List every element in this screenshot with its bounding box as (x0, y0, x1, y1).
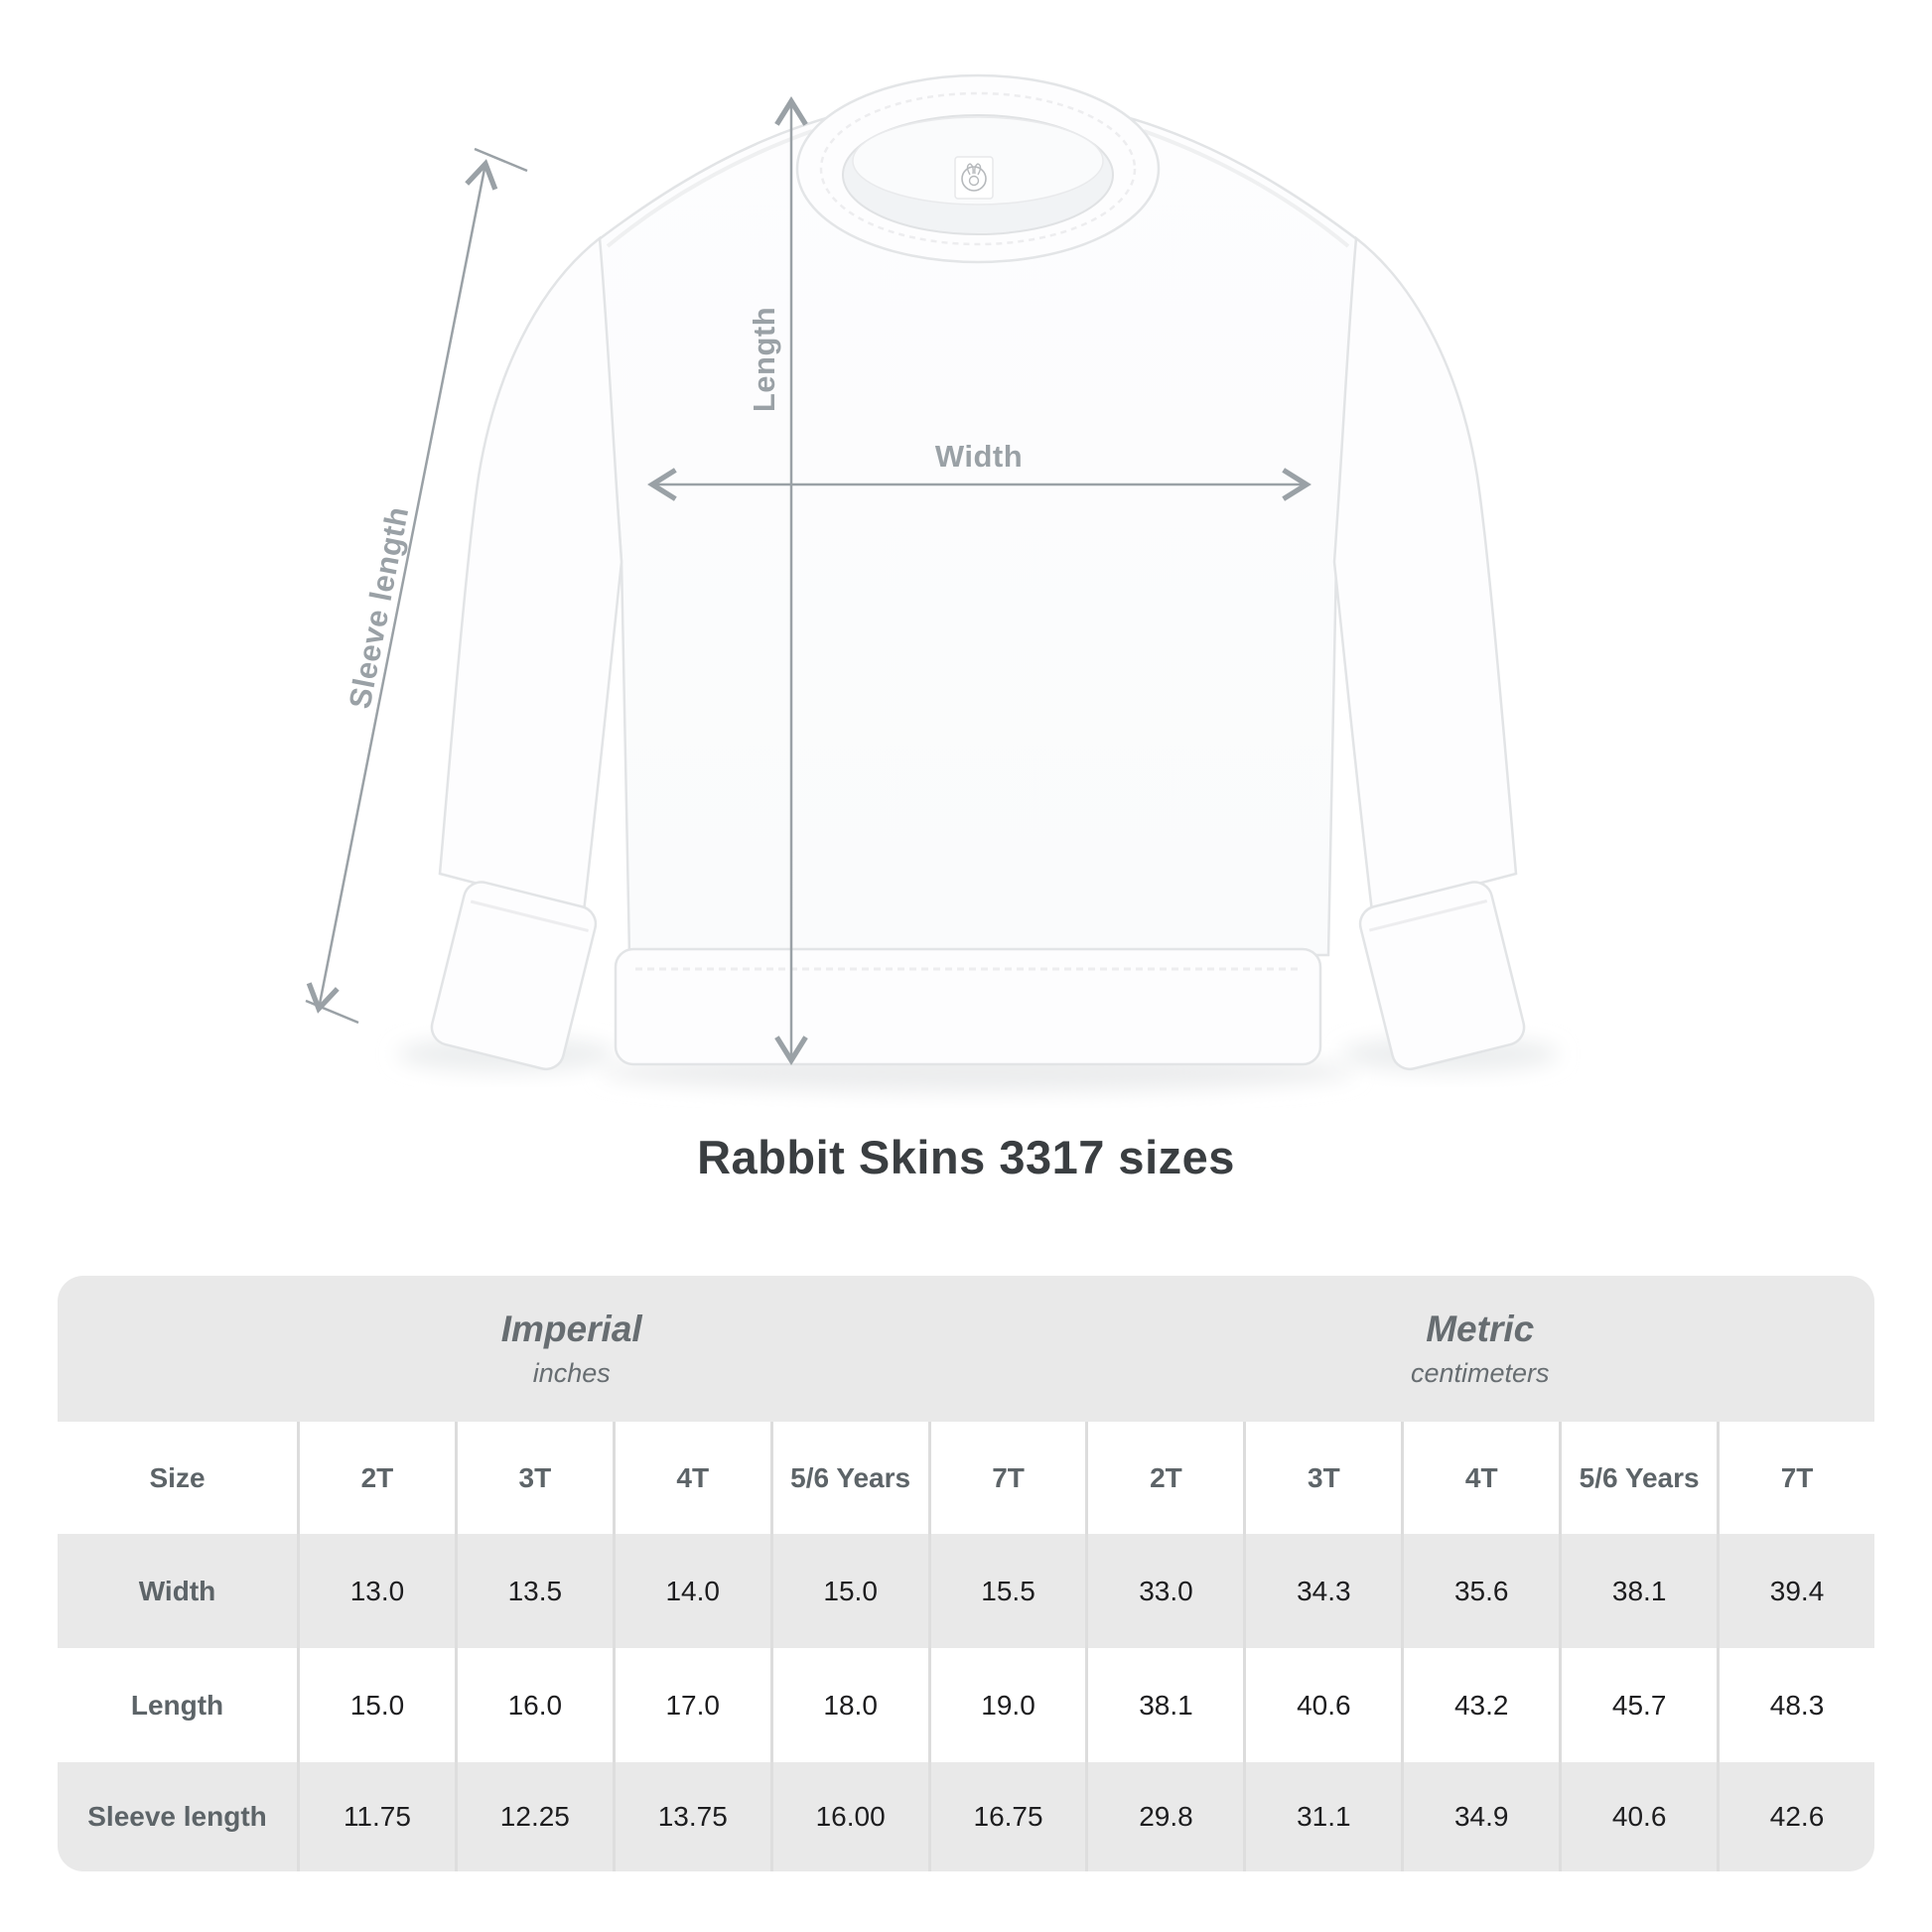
size-table: Imperial inches Metric centimeters Size … (58, 1276, 1874, 1871)
table-cell: 43.2 (1401, 1648, 1560, 1762)
column-header: 7T (927, 1422, 1086, 1534)
column-header: 4T (612, 1422, 770, 1534)
table-cell: 34.9 (1401, 1762, 1560, 1871)
length-label: Length (747, 306, 781, 413)
size-column-header: Size (58, 1422, 297, 1534)
table-cell: 45.7 (1559, 1648, 1718, 1762)
rabbit-logo-icon (961, 166, 987, 192)
metric-unit-header: Metric centimeters (1085, 1276, 1874, 1422)
column-header: 7T (1717, 1422, 1874, 1534)
metric-system-label: Metric (1426, 1309, 1535, 1349)
table-cell: 15.0 (769, 1534, 928, 1648)
table-cell: 38.1 (1085, 1648, 1244, 1762)
table-cell: 15.0 (297, 1648, 455, 1762)
table-cell: 31.1 (1243, 1762, 1402, 1871)
metric-unit-label: centimeters (1410, 1358, 1550, 1388)
table-cell: 16.75 (927, 1762, 1086, 1871)
table-cell: 18.0 (769, 1648, 928, 1762)
column-header: 5/6 Years (1559, 1422, 1718, 1534)
collar-tag (954, 156, 994, 200)
page-title: Rabbit Skins 3317 sizes (697, 1131, 1235, 1183)
table-cell: 15.5 (927, 1534, 1086, 1648)
sleeve-length-tick-bottom (305, 999, 359, 1025)
right-cuff (1358, 881, 1526, 1071)
table-cell: 40.6 (1243, 1648, 1402, 1762)
table-cell: 13.75 (612, 1762, 770, 1871)
table-cell: 13.0 (297, 1534, 455, 1648)
imperial-system-label: Imperial (500, 1309, 642, 1349)
table-cell: 12.25 (454, 1762, 613, 1871)
column-header: 5/6 Years (769, 1422, 928, 1534)
table-cell: 29.8 (1085, 1762, 1244, 1871)
table-cell: 19.0 (927, 1648, 1086, 1762)
sleeve-length-tick-top (474, 147, 528, 173)
table-cell: 13.5 (454, 1534, 613, 1648)
table-cell: 39.4 (1717, 1534, 1874, 1648)
table-cell: 17.0 (612, 1648, 770, 1762)
table-cell: 14.0 (612, 1534, 770, 1648)
imperial-unit-header: Imperial inches (58, 1276, 1086, 1422)
table-cell: 40.6 (1559, 1762, 1718, 1871)
table-cell: 16.00 (769, 1762, 928, 1871)
table-cell: 11.75 (297, 1762, 455, 1871)
width-label: Width (934, 439, 1024, 474)
rabbit-ears-icon (966, 163, 982, 176)
measurement-arrows (305, 96, 1311, 1065)
table-cell: 33.0 (1085, 1534, 1244, 1648)
row-label-length: Length (58, 1648, 297, 1762)
table-cell: 42.6 (1717, 1762, 1874, 1871)
table-cell: 16.0 (454, 1648, 613, 1762)
column-header: 3T (1243, 1422, 1402, 1534)
row-label-sleeve-length: Sleeve length (58, 1762, 297, 1871)
row-label-width: Width (58, 1534, 297, 1648)
column-header: 4T (1401, 1422, 1560, 1534)
column-header: 2T (297, 1422, 455, 1534)
column-header: 2T (1085, 1422, 1244, 1534)
imperial-unit-label: inches (532, 1358, 611, 1388)
column-header: 3T (454, 1422, 613, 1534)
table-cell: 35.6 (1401, 1534, 1560, 1648)
table-cell: 48.3 (1717, 1648, 1874, 1762)
table-cell: 38.1 (1559, 1534, 1718, 1648)
sleeve-length-arrow (306, 159, 498, 1014)
table-cell: 34.3 (1243, 1534, 1402, 1648)
